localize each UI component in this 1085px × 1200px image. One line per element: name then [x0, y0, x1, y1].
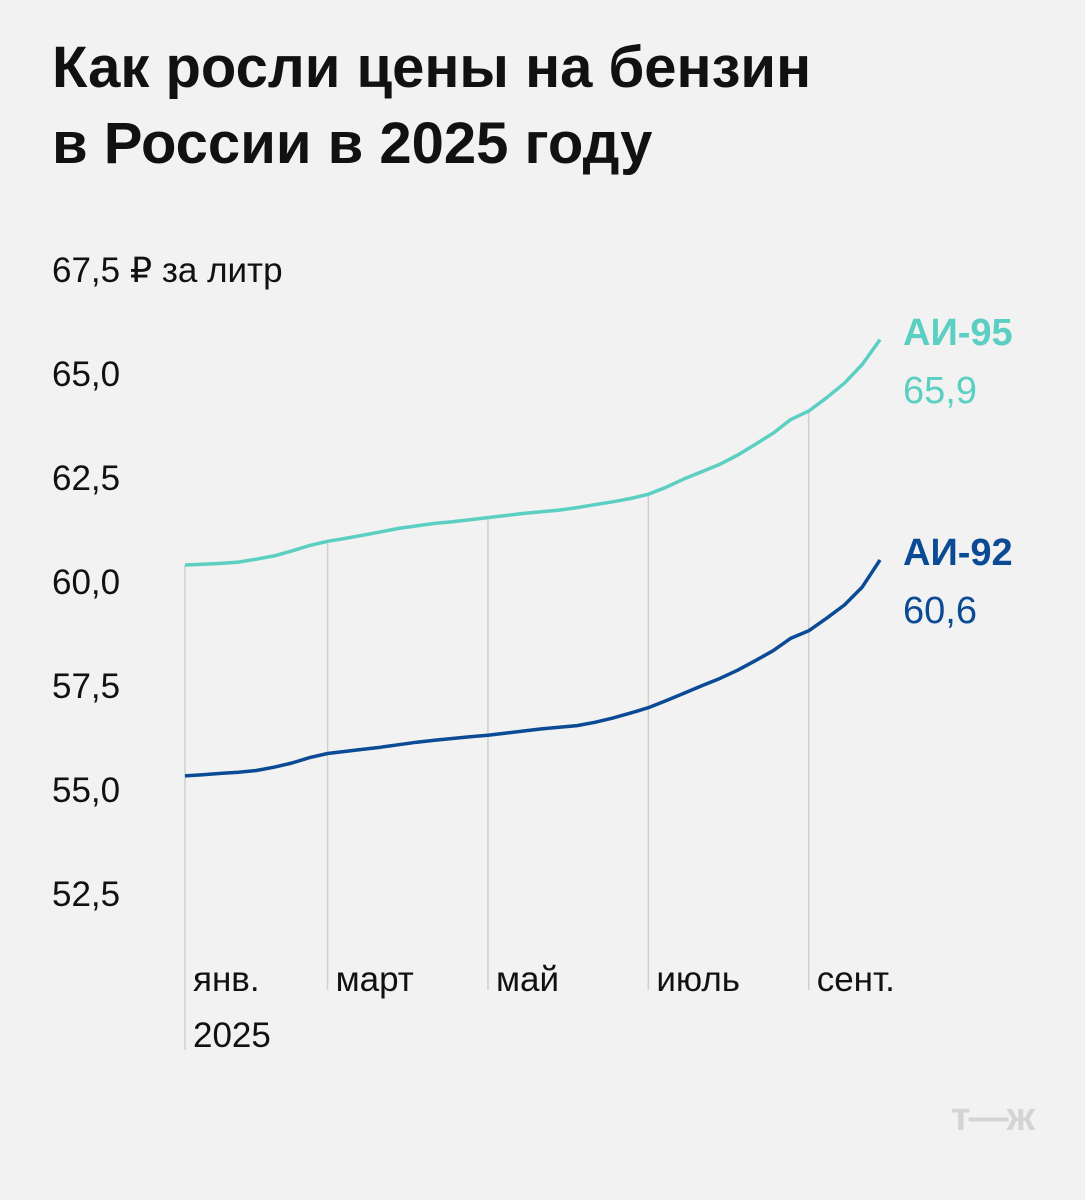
legend-label: АИ-95: [903, 311, 1013, 354]
y-tick-label: 62,5: [52, 459, 121, 498]
x-tick-label: июль: [656, 960, 741, 999]
value-label: 60,6: [903, 590, 977, 633]
y-tick-label: 60,0: [52, 563, 121, 602]
x-tick-label: май: [495, 960, 560, 999]
series-line: [184, 338, 882, 567]
y-tick-label: 57,5: [52, 667, 121, 706]
x-tick-label: янв. 2025: [193, 960, 271, 1055]
y-tick-label: 55,0: [52, 771, 121, 810]
value-label: 65,9: [903, 369, 977, 412]
x-tick-label: март: [335, 960, 414, 999]
series-line: [184, 559, 882, 778]
legend-label: АИ-92: [903, 532, 1013, 575]
logo: т—ж: [951, 1095, 1035, 1139]
y-tick-label: 52,5: [52, 875, 121, 914]
x-tick-label: сент.: [816, 960, 895, 999]
chart-title: Как росли цены на бензин в России в 2025…: [52, 35, 812, 176]
y-tick-label: 65,0: [52, 355, 121, 394]
y-tick-label: 67,5 ₽ за литр: [52, 251, 283, 290]
